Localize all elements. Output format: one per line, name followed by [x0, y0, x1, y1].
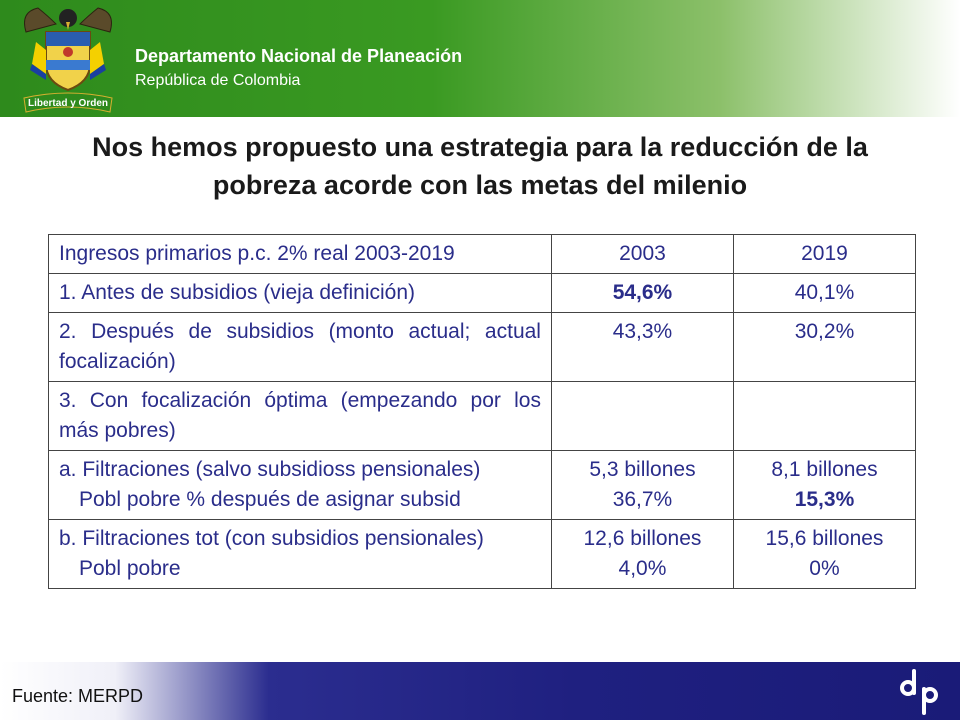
- table-row: a. Filtraciones (salvo subsidioss pensio…: [48, 450, 917, 520]
- value-2003: 12,6 billones 4,0%: [550, 519, 734, 589]
- header-2003: 2003: [550, 234, 734, 274]
- row-label-a: a. Filtraciones (salvo subsidioss pensio…: [59, 458, 481, 481]
- table-header-row: Ingresos primarios p.c. 2% real 2003-201…: [48, 234, 917, 274]
- value-2019-a: 15,6 billones: [765, 527, 884, 550]
- header-banner: Libertad y Orden Departamento Nacional d…: [0, 0, 960, 117]
- row-label-b: Pobl pobre % después de asignar subsid: [79, 488, 461, 511]
- colombia-crest-icon: Libertad y Orden: [23, 7, 113, 113]
- crest-motto: Libertad y Orden: [28, 98, 108, 109]
- row-label-a: b. Filtraciones tot (con subsidios pensi…: [59, 527, 484, 550]
- value-2003: 43,3%: [550, 312, 734, 382]
- value-2019: [732, 381, 917, 451]
- value-2019-b: 15,3%: [794, 488, 855, 511]
- source-note: Fuente: MERPD: [12, 686, 144, 706]
- title-line-1: Nos hemos propuesto una estrategia para …: [92, 132, 868, 162]
- value-2003-a: 5,3 billones: [589, 458, 696, 481]
- row-label: 3. Con focalización óptima (empezando po…: [48, 381, 552, 451]
- value-2019: 8,1 billones 15,3%: [732, 450, 917, 520]
- value-2003-b: 36,7%: [612, 488, 673, 511]
- value-2003-b: 4,0%: [618, 557, 667, 580]
- value-2019: 30,2%: [732, 312, 917, 382]
- row-label: a. Filtraciones (salvo subsidioss pensio…: [48, 450, 552, 520]
- value-2003: 5,3 billones 36,7%: [550, 450, 734, 520]
- page-title: Nos hemos propuesto una estrategia para …: [20, 128, 940, 204]
- table-row: 1. Antes de subsidios (vieja definición)…: [48, 273, 917, 313]
- org-name: Departamento Nacional de Planeación: [135, 46, 463, 66]
- value-2003: 54,6%: [550, 273, 734, 313]
- value-2019: 40,1%: [732, 273, 917, 313]
- row-label: b. Filtraciones tot (con subsidios pensi…: [48, 519, 552, 589]
- table-row: b. Filtraciones tot (con subsidios pensi…: [48, 519, 917, 589]
- table-row: 2. Después de subsidios (monto actual; a…: [48, 312, 917, 382]
- header-2019: 2019: [732, 234, 917, 274]
- poverty-table: Ingresos primarios p.c. 2% real 2003-201…: [48, 234, 917, 589]
- header-label: Ingresos primarios p.c. 2% real 2003-201…: [48, 234, 552, 274]
- value-2003-a: 12,6 billones: [583, 527, 702, 550]
- dnp-logo-icon: [900, 669, 938, 715]
- table-row: 3. Con focalización óptima (empezando po…: [48, 381, 917, 451]
- org-country: República de Colombia: [135, 72, 301, 89]
- value-2003: [550, 381, 734, 451]
- footer-band: [0, 662, 960, 720]
- row-label: 2. Después de subsidios (monto actual; a…: [48, 312, 552, 382]
- row-label: 1. Antes de subsidios (vieja definición): [48, 273, 552, 313]
- value-2019-a: 8,1 billones: [771, 458, 878, 481]
- value-2019-b: 0%: [809, 557, 840, 580]
- value-2019: 15,6 billones 0%: [732, 519, 917, 589]
- title-line-2: pobreza acorde con las metas del milenio: [212, 170, 748, 200]
- row-label-b: Pobl pobre: [79, 557, 181, 580]
